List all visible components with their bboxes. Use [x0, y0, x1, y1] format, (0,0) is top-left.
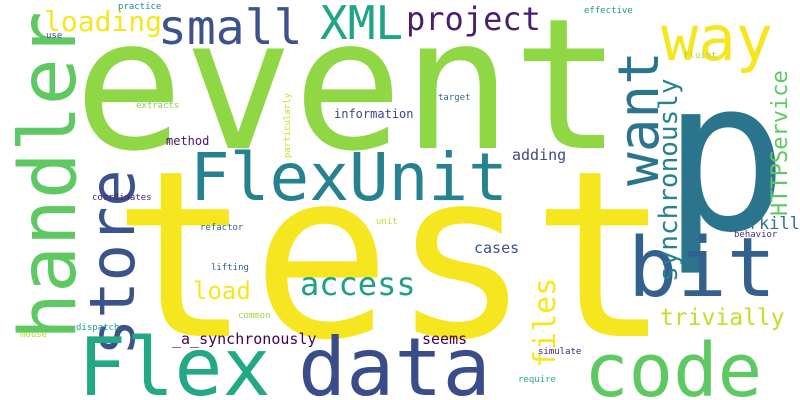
word-coordinates: coordinates: [92, 193, 152, 203]
word-require: require: [518, 375, 556, 385]
word-information: information: [334, 107, 414, 121]
word-test: test: [112, 121, 671, 391]
word-bit: bit: [628, 221, 777, 316]
word-overkill: overkill: [718, 214, 800, 234]
word-simulate: simulate: [538, 347, 582, 357]
word-way: way: [661, 2, 773, 75]
word-httpservice: HTTPService: [768, 70, 793, 216]
word-extracts: extracts: [136, 101, 180, 111]
word-cases: cases: [474, 239, 520, 257]
word-flex: Flex: [78, 321, 271, 400]
word-refactor: refactor: [200, 223, 244, 233]
word-project: project: [406, 0, 541, 38]
word-event: event: [74, 0, 622, 191]
word-unit: unit: [376, 217, 398, 227]
word-load: load: [193, 277, 251, 305]
word-practice: practice: [118, 2, 162, 12]
word-access: access: [300, 265, 416, 303]
word-synchronously: synchronously: [654, 78, 684, 283]
word-target: target: [438, 93, 471, 103]
word-code: code: [584, 328, 763, 400]
word-seems: seems: [422, 330, 468, 348]
word-dispatch: dispatch: [76, 323, 120, 333]
word-flexunit: FlexUnit: [190, 139, 508, 216]
word-particularly: particularly: [283, 92, 293, 158]
word-behavior: behavior: [734, 230, 778, 240]
word-fluint: Fluint: [684, 51, 717, 61]
word-a-synchronously: _a_synchronously: [172, 330, 317, 348]
word-mouse: mouse: [20, 330, 48, 340]
word-common: common: [238, 311, 271, 321]
word-method: method: [166, 134, 210, 148]
word-adding: adding: [512, 146, 567, 164]
word-use: use: [46, 31, 63, 41]
word-small: small: [158, 0, 303, 56]
word-xml: XML: [320, 0, 404, 50]
word-data: data: [298, 321, 491, 400]
word-p: p: [662, 34, 789, 279]
word-trivially: trivially: [660, 305, 785, 331]
word-loading: loading: [44, 5, 163, 38]
word-effective: effective: [584, 6, 633, 16]
word-lifting: lifting: [211, 263, 249, 273]
